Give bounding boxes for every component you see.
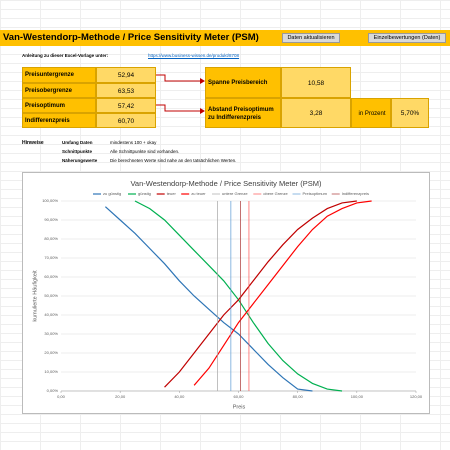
y-tick-label: 80,00% (44, 236, 58, 241)
distance-value: 3,28 (281, 98, 351, 128)
y-tick-label: 90,00% (44, 217, 58, 222)
y-tick-label: 50,00% (44, 293, 58, 298)
x-tick-label: 40,00 (174, 394, 185, 399)
x-axis-label: Preis (233, 404, 246, 410)
link[interactable]: https://www.business-wissen.de/produkt/8… (148, 53, 240, 58)
row-label: Indifferenzpreis (22, 113, 96, 128)
chart-title: Van-Westendorp-Methode / Price Sensitivi… (130, 179, 322, 188)
x-tick-label: 100,00 (351, 394, 364, 399)
note-key: Näherungswerte (62, 158, 98, 163)
legend-label: obere Grenze (263, 191, 288, 196)
legend-label: Preisoptimum (303, 191, 328, 196)
y-tick-label: 20,00% (44, 350, 58, 355)
row-value: 57,42 (96, 98, 156, 113)
legend-label: zu teuer (191, 191, 206, 196)
chart: Van-Westendorp-Methode / Price Sensitivi… (22, 172, 430, 414)
row-label: Preisuntergrenze (22, 67, 96, 83)
y-tick-label: 70,00% (44, 255, 58, 260)
button[interactable]: Einzelbewertungen (Daten) (368, 33, 446, 43)
arrows (156, 74, 205, 114)
y-tick-label: 10,00% (44, 369, 58, 374)
note-key: Schnittpunkte (62, 149, 92, 154)
button[interactable]: Daten aktualisieren (282, 33, 340, 43)
legend-label: zu günstig (103, 191, 121, 196)
row-label: Preisoptimum (22, 98, 96, 113)
legend-label: günstig (138, 191, 151, 196)
x-tick-label: 60,00 (233, 394, 244, 399)
y-tick-label: 40,00% (44, 312, 58, 317)
line-series (104, 206, 313, 392)
y-axis-label: kumulierte Häufigkeit (32, 270, 38, 322)
note-key: Umfang Daten (62, 140, 93, 145)
x-tick-label: 0,00 (57, 394, 66, 399)
range-label: Spanne Preisbereich (205, 67, 281, 98)
legend-label: Indifferenzpreis (342, 191, 369, 196)
row-value: 52,94 (96, 67, 156, 83)
x-tick-label: 20,00 (115, 394, 126, 399)
range-value: 10,58 (281, 67, 351, 98)
y-tick-label: 60,00% (44, 274, 58, 279)
x-tick-label: 80,00 (293, 394, 304, 399)
percent-value: 5,70% (391, 98, 429, 128)
y-tick-label: 100,00% (42, 198, 58, 203)
x-tick-label: 120,00 (410, 394, 423, 399)
y-tick-label: 30,00% (44, 331, 58, 336)
line-series (164, 200, 357, 388)
notes-title: Hinweise (22, 140, 44, 146)
line-series (193, 200, 372, 386)
instruction-label: Anleitung zu dieser Excel-Vorlage unter: (22, 53, 109, 58)
note-text: mindestens 100 + okay (110, 140, 157, 145)
row-value: 63,53 (96, 83, 156, 98)
legend-label: untere Grenze (222, 191, 248, 196)
note-text: Die berechneten Werte sind nahe an den t… (110, 158, 237, 163)
page-title: Van-Westendorp-Methode / Price Sensitivi… (3, 32, 259, 43)
y-tick-label: 0,00% (47, 388, 59, 393)
row-label: Preisobergrenze (22, 83, 96, 98)
percent-label: in Prozent (351, 98, 391, 128)
row-value: 60,70 (96, 113, 156, 128)
distance-label: Abstand Preisoptimum zu Indifferenzpreis (205, 98, 281, 128)
legend-label: teuer (167, 191, 177, 196)
note-text: Alle Schnittpunkte sind vorhanden. (110, 149, 180, 154)
